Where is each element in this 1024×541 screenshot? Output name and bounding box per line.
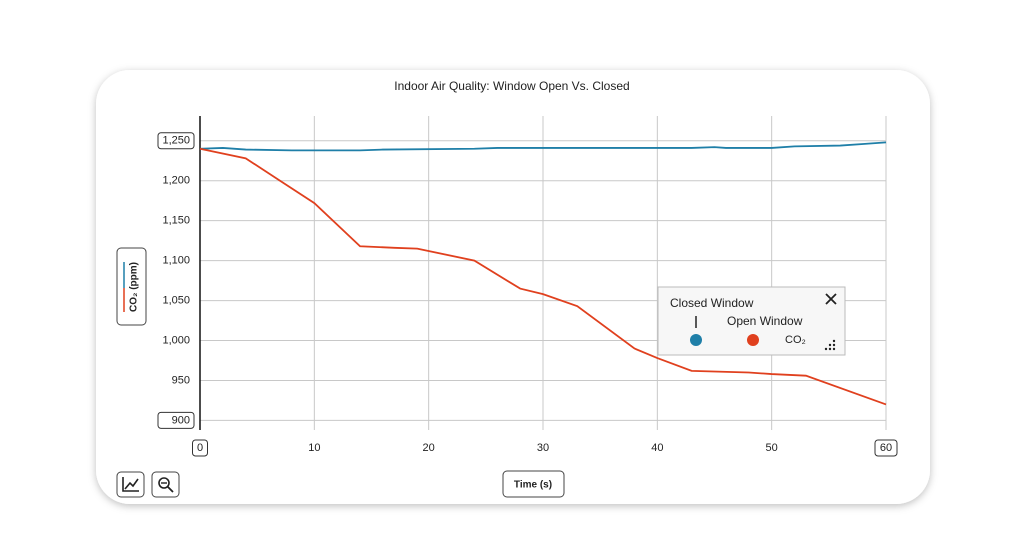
x-tick-box	[874, 439, 898, 457]
y-tick-label: 1,200	[162, 175, 190, 187]
legend-entry: Open Window	[727, 314, 803, 328]
y-tick-label: 1,150	[162, 215, 190, 227]
series-line	[199, 147, 887, 406]
x-tick-label: 60	[880, 442, 892, 454]
y-tick-box	[157, 132, 195, 150]
graph-tool-button[interactable]	[116, 471, 145, 498]
series-line	[199, 141, 887, 152]
legend-swatch	[690, 334, 702, 346]
y-tick-label: 950	[172, 374, 190, 386]
close-button[interactable]	[825, 293, 837, 305]
x-tick-box	[192, 439, 208, 457]
y-tick-box	[157, 411, 195, 429]
x-tick-label: 40	[651, 442, 663, 454]
x-axis-label: Time (s)	[514, 480, 552, 491]
y-tick-label: 1,100	[162, 255, 190, 267]
y-tick-label: 1,000	[162, 334, 190, 346]
x-tick-label: 50	[766, 442, 778, 454]
x-tick-label: 20	[423, 442, 435, 454]
x-tick-label: 0	[197, 442, 203, 454]
y-tick-label: 1,250	[162, 135, 190, 147]
x-tick-label: 30	[537, 442, 549, 454]
x-axis-label-button[interactable]: Time (s)	[502, 470, 565, 498]
legend: Closed Window Open Window CO₂	[657, 286, 846, 356]
resize-handle[interactable]	[824, 339, 836, 351]
zoom-button[interactable]	[151, 471, 180, 498]
x-tick-label: 10	[308, 442, 320, 454]
legend-swatch	[747, 334, 759, 346]
card	[96, 70, 930, 504]
y-axis-label: CO₂ (ppm)	[129, 262, 140, 312]
legend-measure: CO₂	[785, 334, 806, 346]
chart-title: Indoor Air Quality: Window Open Vs. Clos…	[394, 79, 629, 93]
y-axis-label-button[interactable]: CO₂ (ppm)	[116, 247, 147, 326]
y-tick-label: 900	[172, 414, 190, 426]
legend-entry: Closed Window	[670, 296, 754, 310]
y-tick-label: 1,050	[162, 294, 190, 306]
